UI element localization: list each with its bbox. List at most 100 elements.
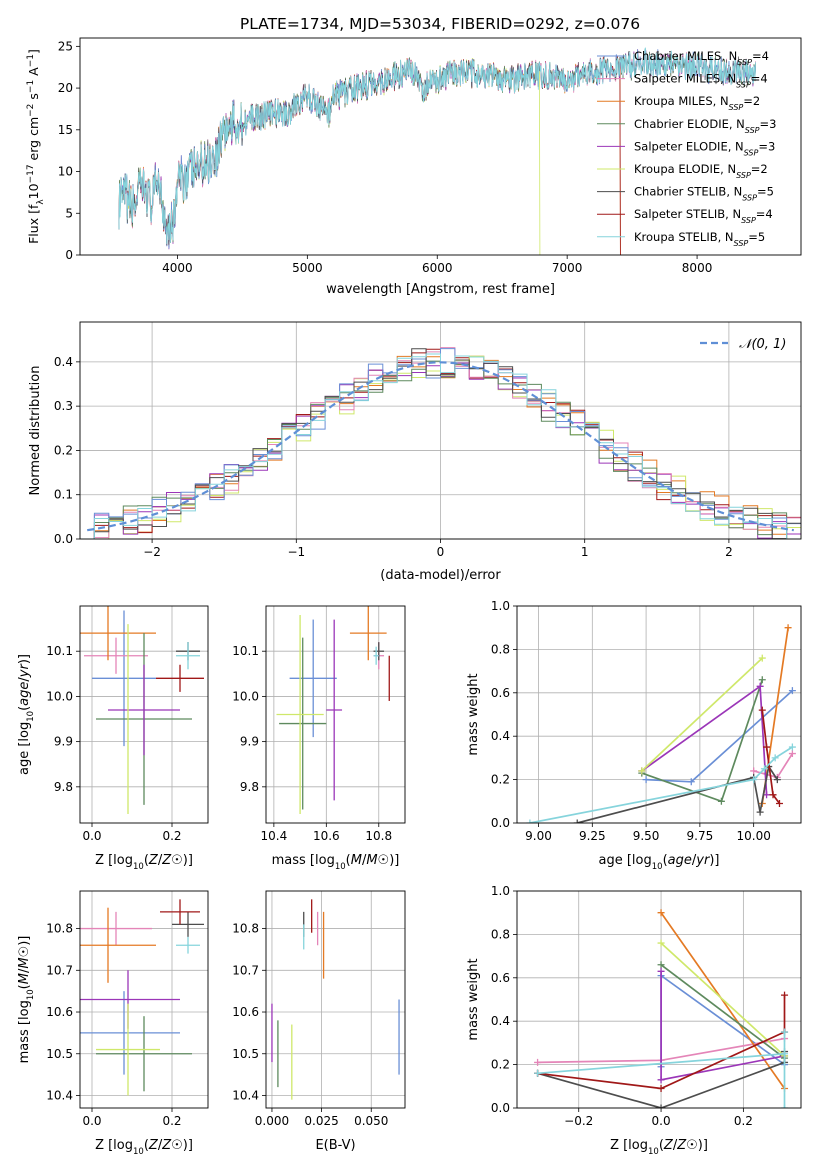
weight-marker	[763, 791, 771, 799]
legend-entry-n: =5	[748, 230, 765, 244]
x-tick-label: 9.25	[579, 829, 606, 843]
y-tick-label: 0.0	[491, 816, 510, 830]
age_vs_mass-x-label-sub: 10	[335, 862, 346, 872]
x-tick-label: 6000	[422, 261, 453, 275]
weight_vs_Z-x-label-arg: (	[659, 1138, 664, 1153]
legend-entry-sub: SSP	[741, 216, 756, 225]
age_vs_Z-x-label-slash: /	[158, 853, 163, 868]
y-tick-label: 9.9	[54, 735, 73, 749]
x-tick-label: 0.0	[82, 1114, 101, 1128]
weight-marker	[781, 1050, 789, 1058]
weight_vs_age-x-label-sub: 10	[652, 862, 663, 872]
weight-marker	[758, 706, 766, 714]
y-tick-label: 10.7	[232, 963, 259, 977]
age_vs_mass-x-label-den: M☉	[366, 853, 389, 868]
weight_vs_Z-x-label-num: Z	[663, 1138, 674, 1153]
y-tick-label: 1.0	[491, 599, 510, 613]
errorbar-kroupa-stelib	[176, 936, 200, 954]
weight_vs_Z-x-label-slash: /	[673, 1138, 678, 1153]
x-tick-label: 0.0	[652, 1114, 671, 1128]
mass_vs_Z-x-label-pre: Z [log	[95, 1138, 133, 1153]
mass_vs_Z-x-label: Z [log10(Z/Z☉)]	[95, 1138, 193, 1157]
legend-entry-n: =4	[751, 72, 768, 86]
mass-vs-ebv-panel: 0.000 0.025 0.050 10.4 10.5 10.6 10.7 10.8 E(B-V…	[232, 890, 406, 1153]
weight-marker	[784, 624, 792, 632]
weight_vs_age-x-label-pre: age [log	[599, 853, 652, 868]
age_vs_Z-y-label: age [log10(age/yr)]	[17, 654, 36, 775]
weight-marker	[687, 778, 695, 786]
errorbar-chabrier-stelib	[373, 642, 385, 661]
legend-entry-sub: SSP	[736, 80, 751, 89]
weight_vs_Z-x-label-pre: Z [log	[610, 1138, 648, 1153]
age_vs_mass-x-label-arg: (	[346, 853, 351, 868]
weight-marker	[788, 743, 796, 751]
weight_vs_age-x-label: age [log10(age/yr)]	[599, 853, 720, 872]
age_vs_mass-x-label-post: )]	[389, 853, 399, 868]
legend-entry-sub: SSP	[736, 171, 751, 180]
weight-line	[660, 942, 786, 1057]
weight-marker	[657, 1076, 665, 1084]
y-tick-label: 10.1	[232, 644, 259, 658]
weight-vs-age-panel: 9.00 9.25 9.50 9.75 10.00 0.0 0.2 0.4 0.6 0.8 1.0 a…	[466, 599, 802, 872]
legend-entry: Salpeter MILES, NSSP=4	[634, 72, 768, 90]
y-tick-label: 5	[65, 206, 73, 220]
errorbar-chabrier-miles	[80, 991, 180, 1075]
spectrum-y-label-part: −1	[26, 54, 36, 67]
age_vs_Z-y-label-pre: age [log	[17, 722, 32, 775]
legend-entry-name: Kroupa STELIB, N	[634, 230, 734, 244]
y-tick-label: 10.5	[232, 1047, 259, 1061]
spectrum-panel: 4000 5000 6000 7000 8000 0 5 10 15 20 25 wavelength…	[26, 37, 802, 297]
age_vs_Z-y-label-arg: (	[17, 706, 32, 711]
histogram-step-chabrier-stelib	[80, 348, 801, 539]
legend-entry-name: Kroupa ELODIE, N	[634, 162, 736, 176]
spectrum-x-label: wavelength [Angstrom, rest frame]	[326, 282, 555, 297]
spectrum-y-label-part: A	[26, 67, 41, 80]
weight-marker	[534, 1069, 542, 1077]
weight-marker	[769, 791, 777, 799]
age_vs_mass-x-label-num: M	[351, 853, 362, 868]
x-tick-label: 4000	[162, 261, 193, 275]
weight-marker	[781, 991, 789, 999]
y-tick-label: 10.8	[232, 922, 259, 936]
mass_vs_Z-x-label-sub: 10	[133, 1147, 144, 1157]
weight-marker	[758, 676, 766, 684]
legend-entry-sub: SSP	[737, 58, 752, 67]
age_vs_mass-x-label: mass [log10(M/M☉)]	[272, 853, 400, 872]
y-tick-label: 9.8	[54, 780, 73, 794]
x-tick-label: 9.50	[633, 829, 660, 843]
legend-entry-name: Salpeter ELODIE, N	[634, 139, 744, 153]
legend-entry: Kroupa ELODIE, NSSP=2	[634, 162, 768, 180]
spectrum-y-label-part: ]	[26, 49, 41, 54]
x-tick-label: 0.2	[734, 1114, 753, 1128]
weight-line	[537, 1032, 786, 1108]
weight-line	[537, 995, 786, 1090]
weight_vs_age-x-label-arg: (	[663, 853, 668, 868]
errorbar-kroupa-stelib	[176, 642, 200, 670]
weight-line	[761, 710, 781, 805]
weight-marker	[534, 1058, 542, 1066]
errorbar-kroupa-elodie	[276, 615, 324, 814]
weight-marker	[756, 808, 764, 816]
y-tick-label: 10.1	[46, 644, 73, 658]
axes-frame	[79, 890, 209, 1109]
legend-entry-name: Kroupa MILES, N	[634, 94, 729, 108]
y-tick-label: 0.8	[491, 642, 510, 656]
y-tick-label: 0	[65, 248, 73, 262]
age_vs_mass-x-label-pre: mass [log	[272, 853, 335, 868]
x-tick-label: 10.4	[261, 829, 288, 843]
legend-entry-sub: SSP	[744, 148, 759, 157]
weight-series-salpeter-stelib	[758, 706, 783, 807]
mass_vs_Z-y-label-slash: /	[17, 968, 32, 973]
errorbar-salpeter-stelib	[160, 899, 200, 925]
weight-marker	[788, 750, 796, 758]
y-tick-label: 10.0	[232, 689, 259, 703]
y-tick-label: 9.9	[240, 735, 259, 749]
histogram-y-label: Normed distribution	[28, 366, 43, 496]
axes-frame	[79, 321, 802, 540]
y-tick-label: 0.2	[491, 773, 510, 787]
weight_vs_age-x-label-num: age	[668, 853, 692, 868]
weight-marker	[788, 687, 796, 695]
weight-line	[660, 964, 786, 1059]
y-tick-label: 10.4	[46, 1088, 73, 1102]
